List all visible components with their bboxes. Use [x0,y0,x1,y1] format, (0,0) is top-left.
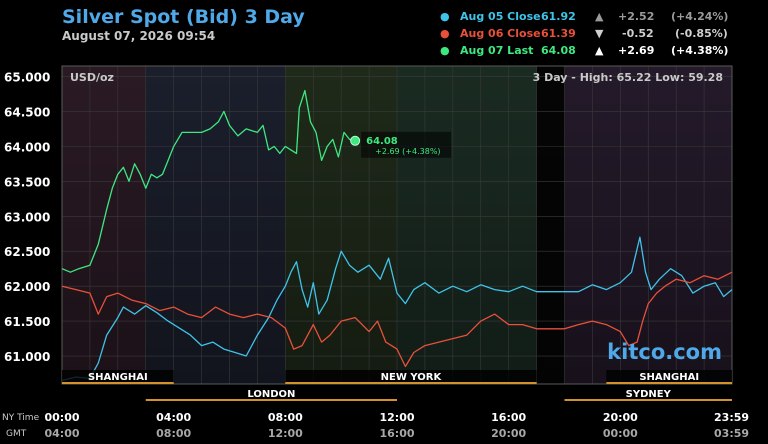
gmt-time-label: 08:00 [156,427,191,440]
series-line-2 [61,271,733,368]
session-label: NEW YORK [381,372,443,383]
kitco-watermark: kitco.com [607,340,722,364]
y-tick-label: 62.000 [4,280,50,294]
y-tick-label: 61.500 [4,315,50,329]
range-stats: 3 Day - High: 65.22 Low: 59.28 [533,71,723,84]
gmt-title: GMT [6,429,27,439]
y-tick-label: 61.000 [4,350,50,364]
legend-arrow: ▲ [595,10,604,23]
chart-timestamp: August 07, 2026 09:54 [62,29,216,43]
gmt-time-label: 03:59 [714,427,749,440]
session-bar [62,382,174,384]
series-line-3 [61,89,356,273]
legend-label: Aug 07 Last [460,44,534,57]
session-box [285,370,537,383]
y-tick-label: 63.000 [4,210,50,224]
gmt-time-label: 16:00 [379,427,414,440]
session-box [564,387,732,400]
legend-dot: ● [440,44,450,57]
legend-change: +2.69 [618,44,655,57]
session-bar [564,399,732,401]
y-tick-label: 62.500 [4,245,50,259]
y-tick-label: 63.500 [4,175,50,189]
session-box [62,370,174,383]
legend-dot: ● [440,10,450,23]
session-label: LONDON [247,389,295,400]
ny-time-title: NY Time [2,413,40,423]
legend-label: Aug 05 Close [460,10,541,23]
legend-value: 64.08 [541,44,576,57]
legend-value: 61.39 [541,27,576,40]
ny-time-label: 00:00 [44,411,79,424]
legend-change: -0.52 [622,27,654,40]
gmt-time-label: 20:00 [491,427,526,440]
session-label: SYDNEY [626,389,672,400]
last-change-label: +2.69 (+4.38%) [375,147,440,156]
y-tick-label: 64.000 [4,140,50,154]
y-tick-label: 64.500 [4,105,50,119]
ny-time-label: 08:00 [268,411,303,424]
last-price-marker [350,135,361,146]
legend-percent: (+4.24%) [671,10,729,23]
chart-title: Silver Spot (Bid) 3 Day [62,6,305,28]
unit-label: USD/oz [70,71,114,84]
session-box [606,370,732,383]
last-price-callout [361,131,452,158]
session-label: SHANGHAI [639,372,699,383]
legend-dot: ● [440,27,450,40]
ny-time-label: 20:00 [603,411,638,424]
session-bar [285,382,537,384]
legend-arrow: ▼ [595,27,604,40]
session-bar [606,382,732,384]
ny-time-label: 16:00 [491,411,526,424]
ny-time-label: 12:00 [379,411,414,424]
legend-percent: (-0.85%) [675,27,728,40]
ny-time-label: 23:59 [714,411,749,424]
session-bar [145,399,397,401]
gmt-time-label: 12:00 [268,427,303,440]
gmt-time-label: 04:00 [44,427,79,440]
legend-label: Aug 06 Close [460,27,541,40]
last-price-label: 64.08 [366,136,398,147]
legend-value: 61.92 [541,10,576,23]
legend-change: +2.52 [618,10,655,23]
legend-arrow: ▲ [595,44,604,57]
session-label: SHANGHAI [88,372,148,383]
gmt-time-label: 00:00 [603,427,638,440]
legend-percent: (+4.38%) [671,44,729,57]
series-line-1 [61,236,733,382]
ny-time-label: 04:00 [156,411,191,424]
y-tick-label: 65.000 [4,70,50,84]
session-box [145,387,397,400]
